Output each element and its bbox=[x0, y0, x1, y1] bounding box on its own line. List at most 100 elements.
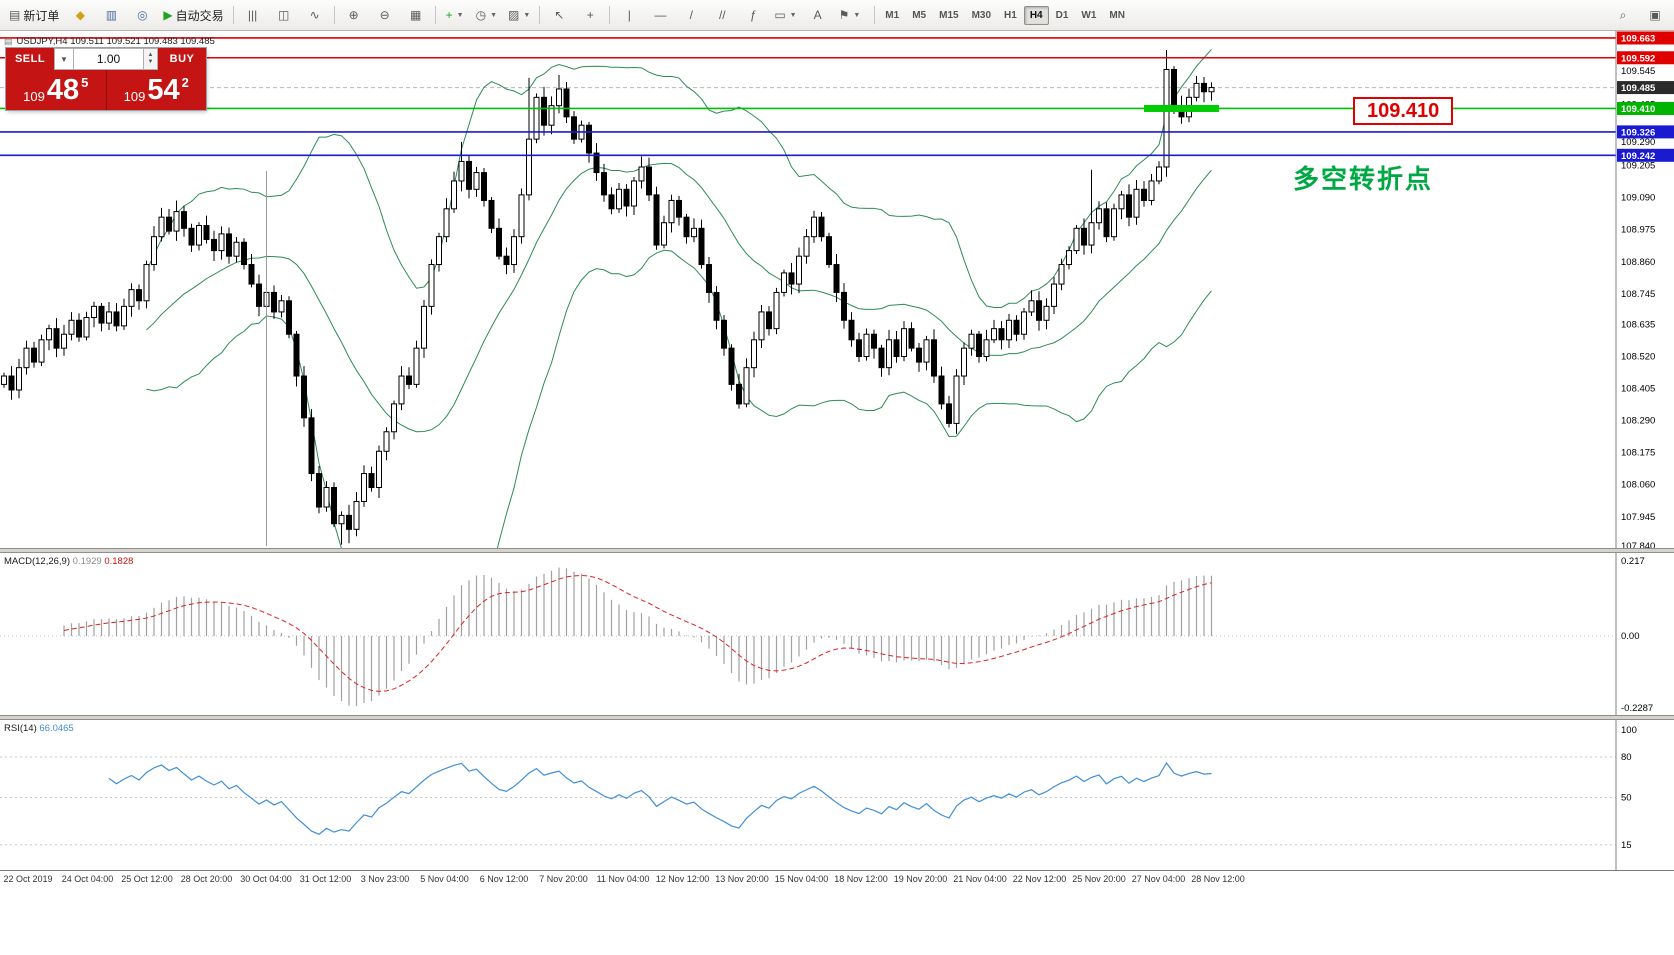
timeframe-mn[interactable]: MN bbox=[1109, 9, 1125, 21]
svg-text:107.945: 107.945 bbox=[1621, 512, 1655, 523]
bars-chart-icon: ||| bbox=[247, 8, 258, 22]
svg-text:108.745: 108.745 bbox=[1621, 289, 1655, 300]
channel-icon[interactable]: // bbox=[707, 3, 737, 27]
vertical-line-icon: | bbox=[627, 8, 631, 22]
buy-button[interactable]: BUY bbox=[158, 48, 206, 70]
buy-price[interactable]: 109 54 2 bbox=[107, 70, 207, 110]
sell-price[interactable]: 109 48 5 bbox=[6, 70, 106, 110]
candlestick-chart-icon: ◫ bbox=[277, 8, 290, 22]
trendline-icon[interactable]: / bbox=[676, 3, 706, 27]
price-tag bbox=[1617, 51, 1674, 65]
time-label: 12 Nov 12:00 bbox=[655, 874, 710, 884]
svg-text:-0.2287: -0.2287 bbox=[1621, 703, 1653, 714]
zoom-out-icon[interactable]: ⊖ bbox=[370, 3, 400, 27]
vertical-line-icon[interactable]: | bbox=[614, 3, 644, 27]
rsi-value: 66.0465 bbox=[39, 723, 74, 734]
toolbar-separator bbox=[333, 6, 335, 24]
indicators-icon[interactable]: + ▼ bbox=[440, 3, 470, 27]
periods-icon[interactable]: ◷ ▼ bbox=[471, 3, 502, 27]
highlight-segment[interactable] bbox=[1144, 104, 1219, 112]
text-icon[interactable]: A bbox=[803, 3, 833, 27]
timeframe-h4[interactable]: H4 bbox=[1023, 5, 1049, 25]
new-order-button[interactable]: ▤ 新订单 bbox=[4, 3, 64, 27]
zoom-in-icon: ⊕ bbox=[348, 8, 359, 22]
svg-text:109.410: 109.410 bbox=[1621, 104, 1655, 115]
price-tag bbox=[1617, 31, 1674, 45]
svg-text:0.00: 0.00 bbox=[1621, 631, 1640, 642]
arrows-icon[interactable]: ⚑ ▼ bbox=[834, 3, 866, 27]
toolbar: ▤ 新订单 ◆ ▥ ◎ ▶ 自动交易 ||| ◫ ∿ ⊕ ⊖ ▦ + ▼ ◷ ▼ ▨ ▼ ↖ + | — ///ƒ ▭ ▼ A ⚑ ▼ … bbox=[0, 0, 1674, 31]
price-callout-box: 109.410 bbox=[1353, 97, 1454, 125]
timeframe-m1[interactable]: M1 bbox=[885, 9, 900, 21]
svg-text:80: 80 bbox=[1621, 752, 1632, 763]
volume-stepper[interactable]: ▲ ▼ bbox=[144, 48, 158, 70]
svg-text:108.290: 108.290 bbox=[1621, 416, 1655, 427]
trade-panel-controls: SELL ▼ ▲ ▼ BUY bbox=[6, 48, 206, 70]
macd-name: MACD(12,26,9) bbox=[4, 556, 70, 567]
bollinger-upper-band bbox=[146, 49, 1212, 308]
crosshair-icon[interactable]: + bbox=[575, 3, 605, 27]
chart-icon: ▤ bbox=[4, 36, 13, 46]
volume-preset-dropdown[interactable]: ▼ bbox=[54, 48, 74, 70]
zoom-in-icon[interactable]: ⊕ bbox=[339, 3, 369, 27]
market-watch-icon[interactable]: ▥ bbox=[96, 3, 126, 27]
rsi-chart[interactable]: 100 80 50 15 bbox=[0, 720, 1674, 870]
stepper-up-icon: ▲ bbox=[147, 52, 154, 59]
horizontal-line-icon[interactable]: — bbox=[645, 3, 675, 27]
time-axis[interactable]: 22 Oct 2019 24 Oct 04:00 25 Oct 12:00 28 Oc… bbox=[0, 870, 1674, 889]
candlestick-chart-icon[interactable]: ◫ bbox=[269, 3, 299, 27]
autotrading-button[interactable]: ▶ 自动交易 bbox=[158, 3, 228, 27]
time-label: 3 Nov 23:00 bbox=[360, 874, 410, 884]
macd-chart[interactable]: 0.217 0.00 -0.2287 bbox=[0, 553, 1674, 715]
macd-histogram bbox=[63, 567, 1213, 706]
autotrading-icon: ▶ bbox=[163, 8, 173, 22]
strategy-tester-icon[interactable]: ◎ bbox=[127, 3, 157, 27]
svg-text:107.840: 107.840 bbox=[1621, 541, 1655, 548]
timeframe-m15[interactable]: M15 bbox=[939, 9, 959, 21]
svg-text:108.975: 108.975 bbox=[1621, 225, 1655, 236]
timeframe-h1[interactable]: H1 bbox=[1004, 9, 1017, 21]
alerts-icon: ◆ bbox=[75, 8, 85, 22]
timeframe-w1[interactable]: W1 bbox=[1081, 9, 1097, 21]
alerts-icon[interactable]: ◆ bbox=[65, 3, 95, 27]
line-chart-icon[interactable]: ∿ bbox=[300, 3, 330, 27]
svg-text:108.175: 108.175 bbox=[1621, 448, 1655, 459]
toolbar-separator bbox=[232, 6, 234, 24]
timeframe-m5[interactable]: M5 bbox=[912, 9, 927, 21]
price-tag bbox=[1617, 81, 1674, 95]
macd-axis: 0.217 0.00 -0.2287 bbox=[1621, 556, 1653, 714]
timeframe-bar: M1 M5 M15 M30 H1 H4 D1 W1 MN bbox=[871, 5, 1131, 25]
candlestick-chart[interactable]: 109.545109.425109.290109.205109.090108.9… bbox=[0, 31, 1674, 548]
svg-text:15: 15 bbox=[1621, 840, 1632, 851]
svg-text:109.592: 109.592 bbox=[1621, 53, 1655, 64]
svg-text:108.060: 108.060 bbox=[1621, 480, 1655, 491]
fibonacci-icon[interactable]: ƒ bbox=[738, 3, 768, 27]
panel-resize-divider[interactable] bbox=[0, 548, 1674, 553]
sell-price-big: 48 bbox=[46, 74, 80, 106]
time-label: 31 Oct 12:00 bbox=[299, 874, 352, 884]
bollinger-lower-band bbox=[146, 249, 1212, 548]
bars-chart-icon[interactable]: ||| bbox=[238, 3, 268, 27]
toolbar-separator bbox=[539, 6, 541, 24]
time-label: 19 Nov 20:00 bbox=[893, 874, 948, 884]
cursor-icon[interactable]: ↖ bbox=[544, 3, 574, 27]
new-window-icon[interactable]: ▣ bbox=[1640, 3, 1670, 27]
templates-icon[interactable]: ▨ ▼ bbox=[503, 3, 535, 27]
svg-text:50: 50 bbox=[1621, 793, 1632, 804]
timeframe-d1[interactable]: D1 bbox=[1055, 9, 1069, 21]
shapes-icon: ▭ bbox=[774, 8, 786, 22]
chevron-down-icon: ▼ bbox=[523, 11, 531, 19]
market-watch-icon: ▥ bbox=[105, 8, 118, 22]
strategy-tester-icon: ◎ bbox=[137, 8, 148, 22]
panel-resize-divider[interactable] bbox=[0, 715, 1674, 720]
search-symbol-icon[interactable]: ⌕ bbox=[1608, 3, 1638, 27]
timeframe-m30[interactable]: M30 bbox=[971, 9, 992, 21]
tile-windows-icon[interactable]: ▦ bbox=[401, 3, 431, 27]
volume-input[interactable] bbox=[74, 48, 144, 70]
shapes-icon[interactable]: ▭ ▼ bbox=[769, 3, 801, 27]
sell-button[interactable]: SELL bbox=[6, 48, 54, 70]
price-tag bbox=[1617, 101, 1674, 115]
svg-text:100: 100 bbox=[1621, 725, 1637, 736]
time-label: 24 Oct 04:00 bbox=[61, 874, 114, 884]
